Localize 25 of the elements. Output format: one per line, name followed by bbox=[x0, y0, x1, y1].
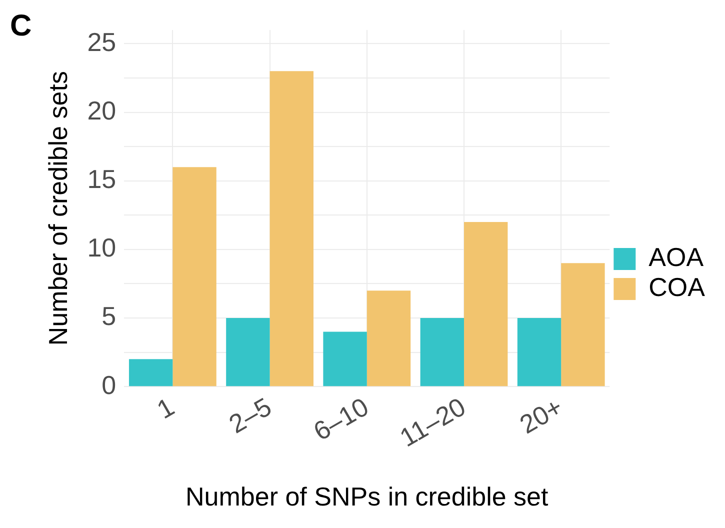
bar bbox=[561, 263, 605, 386]
y-tick-label: 0 bbox=[102, 370, 116, 400]
bar bbox=[464, 222, 508, 386]
x-tick-label: 20+ bbox=[514, 392, 568, 440]
y-tick-label: 5 bbox=[102, 301, 116, 332]
legend-label: AOA bbox=[648, 242, 704, 272]
bar bbox=[366, 290, 411, 386]
bar bbox=[517, 318, 562, 386]
y-tick-label: 10 bbox=[87, 232, 116, 263]
x-tick-label: 2–5 bbox=[224, 392, 276, 440]
x-axis-title: Number of SNPs in credible set bbox=[186, 482, 550, 512]
y-tick-label: 15 bbox=[87, 164, 116, 194]
bar bbox=[420, 318, 464, 386]
bar bbox=[323, 332, 367, 386]
bar bbox=[270, 71, 314, 386]
y-tick-label: 20 bbox=[87, 95, 116, 126]
x-tick-label: 1 bbox=[152, 392, 180, 425]
bar bbox=[128, 359, 173, 386]
x-tick-label: 6–10 bbox=[308, 392, 374, 446]
text: C bbox=[10, 9, 32, 42]
y-axis-title: Number of credible sets bbox=[42, 71, 73, 346]
y-tick-label: 25 bbox=[87, 26, 116, 57]
bar bbox=[226, 318, 270, 386]
bar bbox=[172, 167, 216, 386]
legend-label: COA bbox=[648, 272, 706, 302]
